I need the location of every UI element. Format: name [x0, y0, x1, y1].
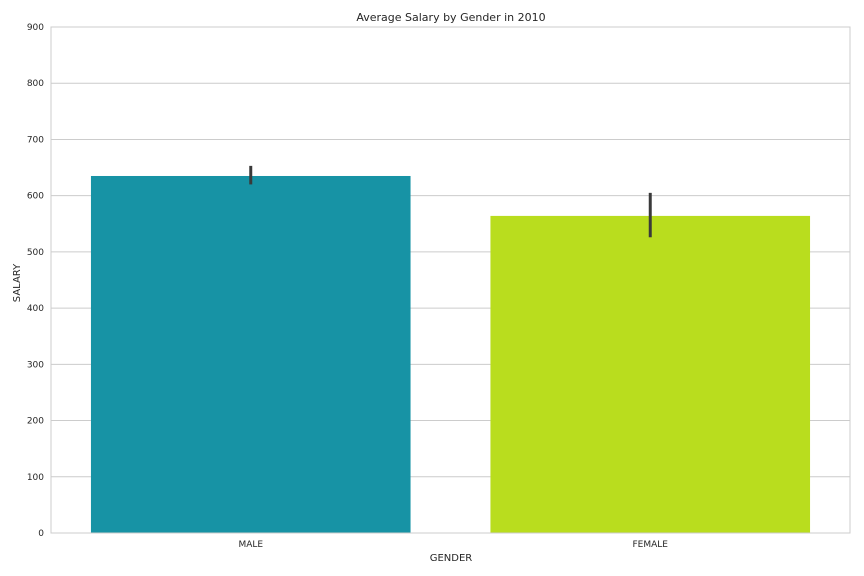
y-axis-label: SALARY	[12, 263, 23, 302]
y-tick-label: 400	[27, 304, 44, 314]
plot-frame	[50, 26, 851, 534]
x-tick-labels: MALE FEMALE	[238, 540, 668, 550]
y-tick-label: 0	[38, 529, 44, 539]
bar-female	[490, 215, 811, 533]
x-tick-label-male: MALE	[238, 540, 263, 550]
y-tick-label: 300	[27, 360, 44, 370]
y-tick-label: 100	[27, 473, 44, 483]
bar-male	[90, 175, 411, 533]
bars	[90, 175, 811, 533]
x-axis-label: GENDER	[430, 553, 473, 564]
y-tick-label: 200	[27, 417, 44, 427]
y-tick-label: 700	[27, 135, 44, 145]
y-tick-label: 800	[27, 79, 44, 89]
y-tick-label: 900	[27, 23, 44, 33]
chart-title: Average Salary by Gender in 2010	[356, 11, 545, 24]
error-bars	[249, 165, 652, 238]
y-tick-label: 500	[27, 248, 44, 258]
y-tick-labels: 0 100 200 300 400 500 600 700 800 900	[27, 23, 44, 539]
x-tick-label-female: FEMALE	[633, 540, 669, 550]
y-tick-label: 600	[27, 192, 44, 202]
